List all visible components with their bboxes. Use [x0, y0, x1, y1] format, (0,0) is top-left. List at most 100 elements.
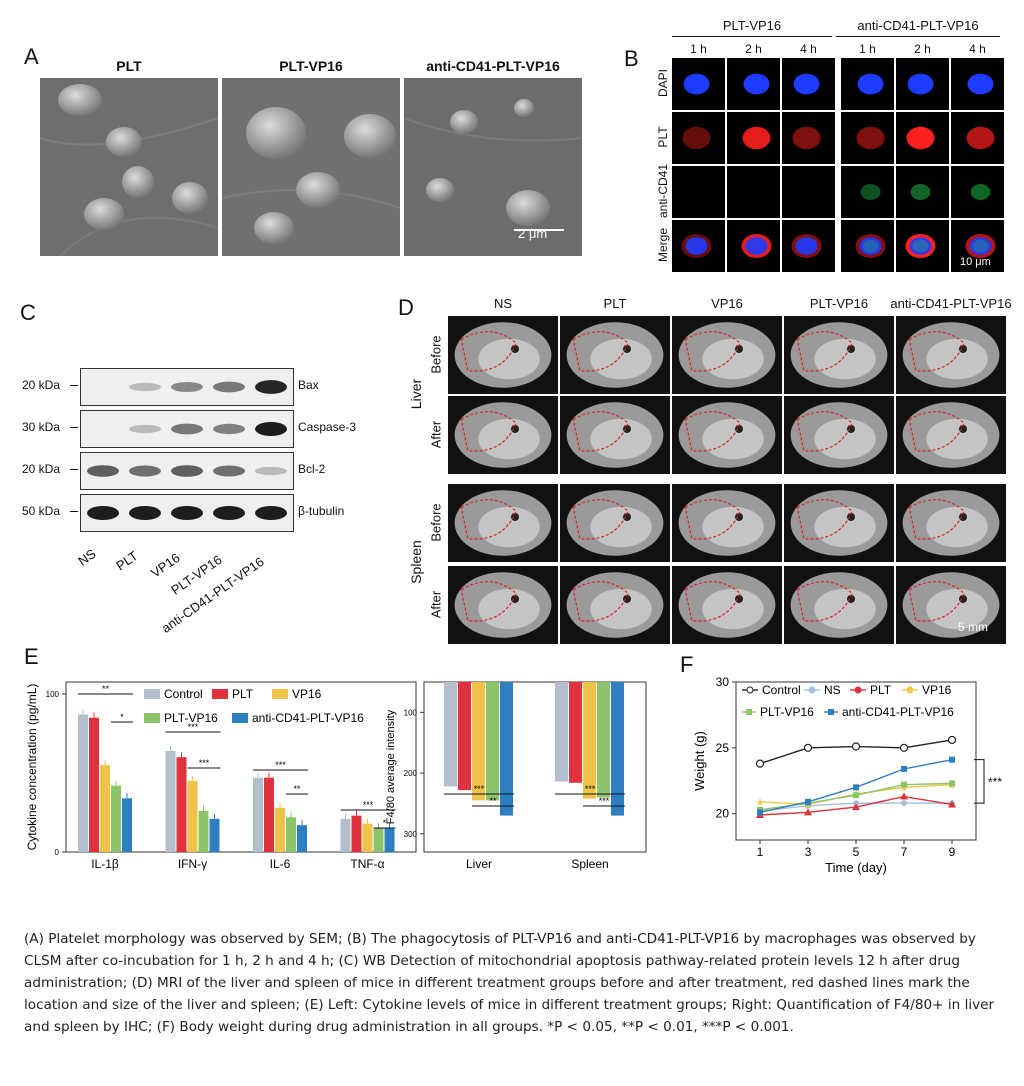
bar-Control-IFN-γ — [165, 750, 176, 852]
mri-image — [672, 396, 782, 474]
bar-PLT-Liver — [458, 682, 471, 791]
clsm-row-label: Merge — [656, 228, 670, 263]
wb-marker-tick — [70, 511, 78, 512]
bar-VP16-Spleen — [583, 682, 596, 799]
point-PLT-VP16 — [853, 792, 859, 799]
significance-mark: ** — [489, 796, 497, 806]
clsm-cell — [782, 58, 835, 110]
bar-PLT-VP16-IL-6 — [286, 817, 296, 852]
point-NS — [901, 800, 907, 807]
clsm-cell — [727, 58, 780, 110]
bar-VP16-IL-6 — [275, 807, 285, 852]
sem-title-anti-cd41: anti-CD41-PLT-VP16 — [426, 58, 560, 74]
significance-mark: ** — [293, 784, 301, 794]
point-PLT — [852, 803, 860, 811]
mri-image — [784, 566, 894, 644]
body-weight-chart: 1 3 5 7 9 20 25 30 Time (day) Weight (g) Control NS… — [692, 675, 1002, 875]
xtick-label: 5 — [853, 845, 860, 859]
bar-PLT-VP16-TNF-α — [373, 828, 384, 852]
legend-label: anti-CD41-PLT-VP16 — [842, 705, 954, 719]
mri-image — [784, 396, 894, 474]
legend-marker — [906, 686, 914, 694]
clsm-cell — [896, 58, 949, 110]
mri-timepoint-label: After — [428, 420, 444, 449]
mri-column-label: PLT — [603, 296, 627, 311]
mri-image — [448, 396, 558, 474]
mri-image — [448, 566, 558, 644]
clsm-cell — [896, 220, 949, 272]
point-anti-CD41-PLT-VP16 — [901, 765, 907, 772]
bar-VP16-IL-1β — [100, 765, 110, 852]
legend-swatch — [272, 689, 288, 699]
bar-anti-CD41-PLT-VP16-Liver — [500, 682, 513, 816]
mri-image — [896, 396, 1006, 474]
bar-Control-Spleen — [555, 682, 568, 782]
bar-Control-TNF-α — [340, 818, 351, 852]
right-plot-frame — [423, 681, 647, 853]
clsm-cell — [782, 112, 835, 164]
point-Control — [899, 743, 909, 752]
wb-marker-label: 20 kDa — [22, 378, 61, 392]
mri-image — [784, 484, 894, 562]
point-PLT — [804, 808, 812, 816]
mri-organ-label-spleen: Spleen — [408, 540, 424, 584]
clsm-time-label: 1 h — [690, 42, 707, 56]
clsm-cell — [951, 58, 1004, 110]
clsm-time-label: 2 h — [914, 42, 931, 56]
clsm-cell — [672, 220, 725, 272]
wb-marker-tick — [70, 427, 78, 428]
sem-title-plt-vp16: PLT-VP16 — [279, 58, 343, 74]
wb-blot-1 — [80, 410, 294, 448]
significance-mark: *** — [188, 722, 199, 732]
panel-a-label: A — [24, 44, 39, 69]
clsm-cell — [782, 166, 835, 218]
bar-anti-CD41-PLT-VP16-IFN-γ — [209, 818, 220, 852]
panel-c-label: C — [20, 300, 36, 325]
wb-marker-label: 20 kDa — [22, 462, 61, 476]
legend-label: PLT-VP16 — [164, 711, 218, 725]
mri-image — [672, 566, 782, 644]
right-category-label: Liver — [466, 857, 492, 871]
bar-Control-IL-1β — [78, 714, 88, 852]
mri-image — [560, 316, 670, 394]
sem-image-plt — [40, 78, 218, 256]
left-plot-frame — [65, 681, 417, 853]
bar-PLT-VP16-Spleen — [597, 682, 610, 798]
left-category-label: IL-6 — [270, 857, 291, 871]
right-ytick-label: 300 — [404, 830, 418, 839]
clsm-cell — [672, 112, 725, 164]
legend-swatch — [144, 689, 160, 699]
point-anti-CD41-PLT-VP16 — [853, 784, 859, 791]
clsm-time-label: 4 h — [969, 42, 986, 56]
wb-protein-label: β-tubulin — [298, 504, 345, 518]
mri-column-label: PLT-VP16 — [809, 296, 869, 311]
mri-organ-label-liver: Liver — [408, 378, 424, 410]
right-ytick-label: 100 — [404, 708, 418, 717]
sem-image-anti-cd41 — [404, 78, 582, 256]
mri-column-label: anti-CD41-PLT-VP16 — [890, 296, 1012, 311]
wb-marker-label: 30 kDa — [22, 420, 61, 434]
wb-protein-label: Caspase-3 — [298, 420, 357, 434]
xtick-label: 1 — [757, 845, 764, 859]
bar-PLT-IL-1β — [89, 717, 99, 852]
significance-bracket — [974, 759, 985, 804]
left-category-label: IL-1β — [91, 857, 119, 871]
mri-image — [560, 566, 670, 644]
wb-protein-label: Bcl-2 — [298, 462, 326, 476]
xtick-label: 3 — [805, 845, 812, 859]
point-Control — [803, 743, 813, 752]
bar-PLT-VP16-IFN-γ — [198, 810, 209, 852]
bar-PLT-Spleen — [569, 682, 582, 783]
right-ytick-label: 200 — [404, 769, 418, 778]
ytick-label: 20 — [716, 807, 730, 821]
clsm-cell — [841, 58, 894, 110]
bar-anti-CD41-PLT-VP16-Spleen — [611, 682, 624, 816]
clsm-time-label: 2 h — [745, 42, 762, 56]
mri-image — [896, 566, 1006, 644]
clsm-cell — [841, 166, 894, 218]
bar-PLT-VP16-Liver — [486, 682, 499, 801]
legend-label: Control — [164, 687, 203, 701]
mri-image — [448, 484, 558, 562]
panel-f-label: F — [680, 652, 694, 677]
point-VP16 — [756, 797, 764, 806]
